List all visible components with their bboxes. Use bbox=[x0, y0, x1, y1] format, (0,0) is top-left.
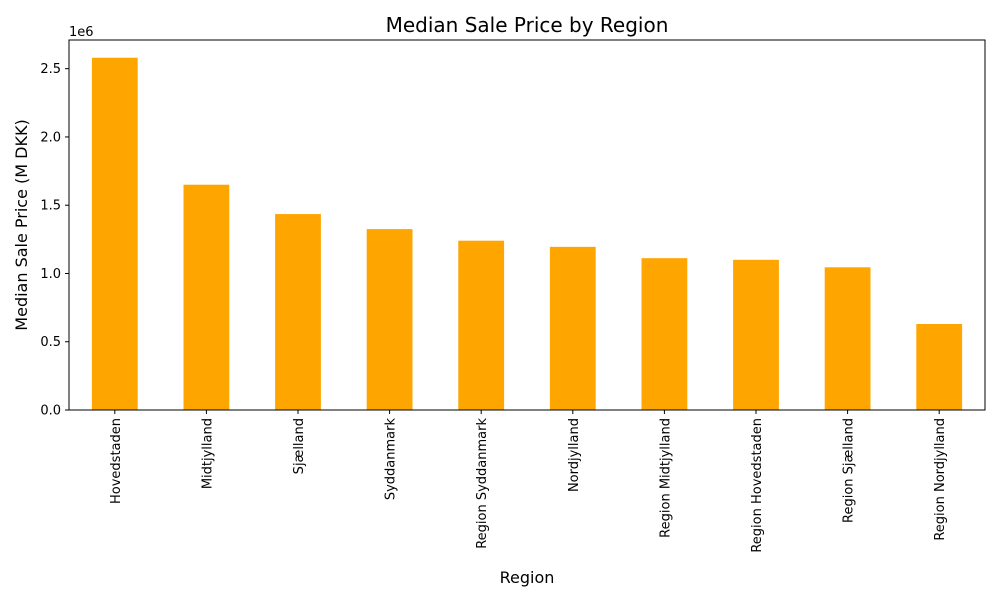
x-tick-label: Region Sjælland bbox=[842, 418, 857, 523]
y-tick-label: 2.0 bbox=[40, 130, 61, 145]
bar bbox=[183, 184, 230, 410]
x-tick-label: Region Syddanmark bbox=[475, 418, 490, 549]
x-tick-label: Nordjylland bbox=[567, 418, 582, 492]
bar bbox=[366, 229, 413, 410]
x-tick-label: Region Nordjylland bbox=[933, 418, 948, 541]
x-axis-label: Region bbox=[500, 568, 555, 587]
x-tick-label: Midtjylland bbox=[200, 418, 215, 489]
y-tick-label: 2.5 bbox=[40, 62, 61, 77]
bar bbox=[275, 214, 321, 410]
y-axis-label: Median Sale Price (M DKK) bbox=[12, 119, 31, 330]
x-tick-label: Sjælland bbox=[292, 418, 307, 474]
chart-title: Median Sale Price by Region bbox=[386, 13, 669, 37]
x-tick-label: Region Midtjylland bbox=[658, 418, 673, 538]
bar bbox=[458, 240, 505, 410]
y-axis: 0.0 0.5 1.0 1.5 2.0 2.5 bbox=[40, 62, 69, 419]
y-tick-label: 1.0 bbox=[40, 267, 61, 282]
x-tick-label: Hovedstaden bbox=[109, 418, 124, 504]
bar bbox=[641, 258, 688, 410]
y-tick-label: 1.5 bbox=[40, 199, 61, 214]
bar bbox=[549, 246, 596, 410]
x-tick-label: Region Hovedstaden bbox=[750, 418, 765, 553]
plot-frame bbox=[68, 39, 986, 411]
y-tick-label: 0.5 bbox=[40, 335, 61, 350]
bar bbox=[824, 267, 871, 410]
bars-layer bbox=[91, 57, 963, 410]
y-offset-label: 1e6 bbox=[69, 25, 94, 40]
x-axis: Hovedstaden Midtjylland Sjælland Syddanmark… bbox=[109, 410, 948, 553]
bar bbox=[916, 323, 963, 410]
x-tick-label: Syddanmark bbox=[384, 418, 399, 501]
bar bbox=[91, 57, 138, 410]
y-tick-label: 0.0 bbox=[40, 404, 61, 419]
bar bbox=[733, 259, 779, 410]
